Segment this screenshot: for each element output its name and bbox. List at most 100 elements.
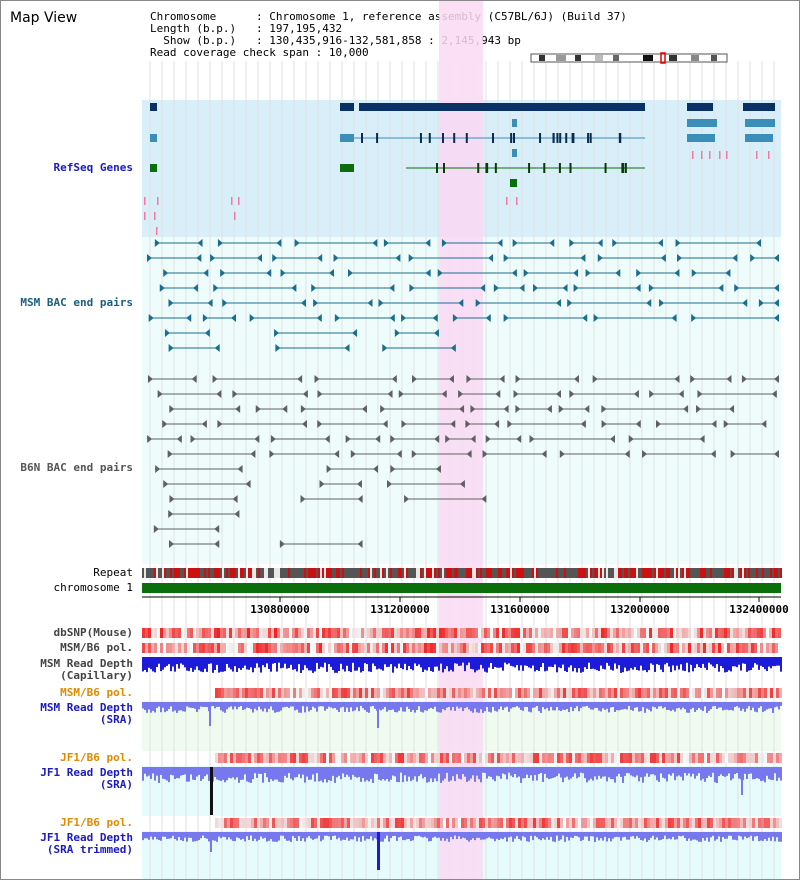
repeat-element xyxy=(318,568,320,578)
polymorphism-cell xyxy=(460,643,463,653)
track-label-msm-depth-cap[interactable]: MSM Read Depth (Capillary) xyxy=(40,658,133,682)
b6n-bac-pair-end xyxy=(300,495,306,503)
repeat-element xyxy=(282,568,284,578)
track-label-refseq[interactable]: RefSeq Genes xyxy=(53,161,133,174)
track-label-b6n-bac[interactable]: B6N BAC end pairs xyxy=(20,461,133,474)
repeat-element xyxy=(730,568,732,578)
read-depth-bar xyxy=(294,702,296,711)
repeat-element xyxy=(312,568,314,578)
polymorphism-cell xyxy=(601,643,604,653)
polymorphism-cell xyxy=(352,628,355,638)
read-depth-bar xyxy=(380,702,382,711)
polymorphism-cell xyxy=(533,688,536,698)
read-depth-bar xyxy=(676,657,678,666)
repeat-element xyxy=(716,568,718,578)
read-depth-bar xyxy=(764,657,766,670)
repeat-element xyxy=(620,568,622,578)
track-label-msm-depth-sra[interactable]: MSM Read Depth (SRA) xyxy=(40,702,133,726)
polymorphism-cell xyxy=(269,818,272,828)
read-depth-bar xyxy=(672,832,674,837)
track-label-msm-bac[interactable]: MSM BAC end pairs xyxy=(20,296,133,309)
repeat-element xyxy=(512,568,514,578)
gene-exon xyxy=(528,163,531,173)
snp-mark xyxy=(157,197,159,205)
read-depth-bar xyxy=(188,832,190,838)
track-label-msm-pol-1[interactable]: MSM/B6 pol. xyxy=(60,641,133,654)
polymorphism-cell xyxy=(362,818,365,828)
polymorphism-cell xyxy=(661,628,664,638)
coverage-value: 10,000 xyxy=(328,46,369,59)
read-depth-bar xyxy=(344,832,346,840)
track-label-jf1-trim[interactable]: JF1 Read Depth (SRA trimmed) xyxy=(40,832,133,856)
polymorphism-cell xyxy=(595,628,598,638)
read-depth-bar xyxy=(484,832,486,840)
repeat-element xyxy=(166,568,168,578)
polymorphism-cell xyxy=(436,628,439,638)
read-depth-bar xyxy=(376,657,378,670)
read-depth-bar xyxy=(678,767,680,776)
polymorphism-cell xyxy=(745,643,748,653)
gene-exon xyxy=(150,103,157,111)
msm-bac-pair-end xyxy=(274,329,280,337)
read-depth-bar xyxy=(394,767,396,777)
msm-bac-pair-end xyxy=(334,314,340,322)
repeat-element xyxy=(246,568,248,578)
polymorphism-cell xyxy=(595,643,598,653)
read-depth-bar xyxy=(630,832,632,837)
track-label-jf1-pol-2[interactable]: JF1/B6 pol. xyxy=(60,816,133,829)
track-label-dbsnp[interactable]: dbSNP(Mouse) xyxy=(53,626,133,639)
read-depth-bar xyxy=(266,832,268,842)
read-depth-bar xyxy=(408,702,410,709)
track-label-jf1-depth[interactable]: JF1 Read Depth (SRA) xyxy=(40,767,133,791)
polymorphism-cell xyxy=(730,643,733,653)
repeat-element xyxy=(518,568,520,578)
track-label-repeat[interactable]: Repeat xyxy=(93,566,133,579)
repeat-element xyxy=(442,568,444,578)
polymorphism-cell xyxy=(677,818,680,828)
polymorphism-cell xyxy=(434,688,437,698)
read-depth-bar xyxy=(340,702,342,708)
read-depth-bar xyxy=(384,832,386,839)
read-depth-bar xyxy=(522,832,524,837)
info-panel: Chromosome : Chromosome 1, reference ass… xyxy=(150,10,627,59)
read-depth-bar xyxy=(322,702,324,707)
repeat-element xyxy=(310,568,312,578)
polymorphism-cell xyxy=(253,643,256,653)
gene-exon xyxy=(361,133,364,143)
read-depth-bar xyxy=(526,767,528,775)
track-label-chromosome[interactable]: chromosome 1 xyxy=(53,581,133,594)
read-depth-bar xyxy=(282,767,284,783)
track-label-jf1-pol-1[interactable]: JF1/B6 pol. xyxy=(60,751,133,764)
polymorphism-cell xyxy=(148,628,151,638)
gene-exon xyxy=(569,163,572,173)
polymorphism-cell xyxy=(713,688,716,698)
read-depth-spike xyxy=(209,702,211,726)
read-depth-bar xyxy=(694,702,696,712)
read-depth-bar xyxy=(422,702,424,713)
polymorphism-cell xyxy=(757,628,760,638)
read-depth-bar xyxy=(606,832,608,842)
polymorphism-cell xyxy=(196,628,199,638)
polymorphism-cell xyxy=(590,818,593,828)
read-depth-bar xyxy=(710,832,712,838)
gene-exon xyxy=(587,133,590,143)
polymorphism-cell xyxy=(710,818,713,828)
read-depth-bar xyxy=(152,832,154,840)
polymorphism-cell xyxy=(302,688,305,698)
polymorphism-cell xyxy=(574,628,577,638)
msm-bac-pair-end xyxy=(556,299,562,307)
read-depth-bar xyxy=(496,702,498,712)
read-depth-bar xyxy=(722,657,724,669)
read-depth-bar xyxy=(566,657,568,673)
read-depth-bar xyxy=(182,657,184,665)
msm-bac-pair-end xyxy=(433,329,439,337)
read-depth-bar xyxy=(640,657,642,666)
polymorphism-cell xyxy=(398,818,401,828)
track-label-msm-pol-2[interactable]: MSM/B6 pol. xyxy=(60,686,133,699)
repeat-element xyxy=(626,568,628,578)
read-depth-bar xyxy=(672,767,674,774)
repeat-element xyxy=(332,568,334,578)
read-depth-bar xyxy=(178,657,180,669)
read-depth-bar xyxy=(184,657,186,668)
